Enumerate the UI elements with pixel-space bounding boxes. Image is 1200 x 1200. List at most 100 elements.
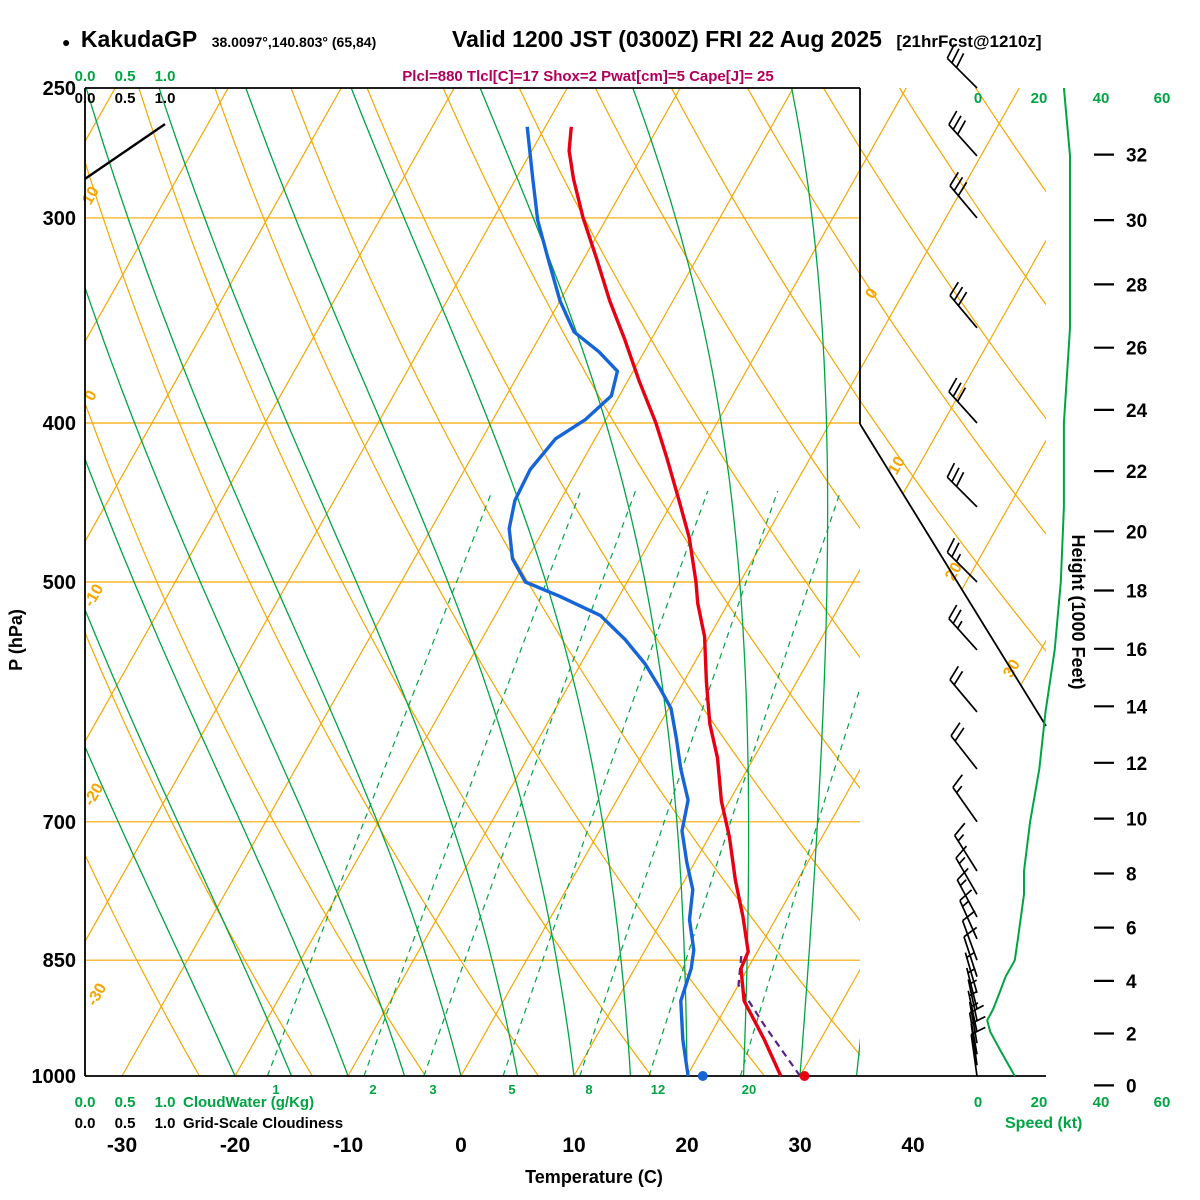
mixing-ratio-label: 2	[369, 1082, 376, 1097]
temperature-curve	[567, 126, 783, 1077]
wind-barb	[959, 889, 978, 940]
height-tick-label: 18	[1126, 582, 1147, 603]
height-tick-label: 28	[1126, 275, 1147, 296]
mixing-ratio-line	[363, 490, 582, 1076]
station-bullet-icon: ●	[62, 34, 70, 50]
temperature-tick-label: 20	[675, 1134, 698, 1157]
mixing-ratio-line	[423, 490, 637, 1076]
dry-adiabat-line	[670, 88, 1046, 1076]
moist-adiabat-line	[350, 88, 632, 1076]
pressure-tick-label: 400	[43, 413, 76, 435]
station-name: KakudaGP	[81, 26, 197, 52]
height-tick-label: 4	[1126, 972, 1137, 993]
wind-barb	[948, 110, 978, 157]
pressure-tick-label: 300	[43, 208, 76, 230]
parcel-path-line	[737, 955, 801, 1077]
surface-temp-dot	[799, 1071, 810, 1081]
height-tick-label: 14	[1126, 697, 1148, 718]
height-tick-label: 2	[1126, 1025, 1137, 1046]
mixing-ratio-label: 3	[429, 1082, 436, 1097]
mixing-ratio-line	[502, 490, 709, 1076]
temperature-tick-label: 0	[455, 1134, 467, 1157]
height-tick-label: 22	[1126, 462, 1147, 483]
moist-adiabat-line	[855, 1037, 860, 1076]
speed-scale-bottom: 40	[1093, 1094, 1110, 1111]
wind-barb	[946, 43, 978, 89]
speed-scale-bottom: 0	[974, 1094, 982, 1111]
pressure-tick-label: 250	[43, 78, 76, 100]
cloudiness-scale-bottom: 1.0	[155, 1115, 176, 1132]
height-tick-label: 26	[1126, 339, 1147, 360]
forecast-ref-text: [21hrFcst@1210z]	[896, 32, 1041, 51]
height-tick-label: 24	[1126, 401, 1148, 422]
cloudwater-scale-top: 0.0	[75, 68, 96, 85]
height-tick-label: 10	[1126, 810, 1147, 831]
cloudiness-scale-top: 0.0	[75, 90, 96, 107]
dry-adiabat-line	[85, 88, 200, 1076]
cloudwater-axis-label: CloudWater (g/Kg)	[183, 1094, 314, 1111]
temperature-tick-label: 10	[562, 1134, 585, 1157]
mixing-ratio-label: 12	[651, 1082, 665, 1097]
wind-barb	[946, 462, 978, 508]
cloudiness-scale-top: 1.0	[155, 90, 176, 107]
pressure-tick-label: 700	[43, 812, 76, 834]
pressure-tick-label: 850	[43, 950, 76, 972]
cloudiness-profile-line	[84, 123, 166, 180]
params-line: Plcl=880 Tlcl[C]=17 Shox=2 Pwat[cm]=5 Ca…	[402, 68, 773, 85]
wind-speed-curve	[986, 87, 1071, 1077]
height-axis-label: Height (1000 Feet)	[1068, 534, 1088, 689]
mixing-ratio-label: 1	[272, 1082, 279, 1097]
height-tick-label: 30	[1126, 211, 1147, 232]
temperature-tick-label: -20	[220, 1134, 250, 1157]
wind-barb	[946, 537, 978, 583]
mixing-ratio-line	[648, 490, 842, 1076]
station-coords: 38.0097°,140.803° (65,84)	[212, 34, 377, 50]
lattice-main	[85, 88, 1041, 1076]
cloudiness-axis-label: Grid-Scale Cloudiness	[183, 1115, 343, 1132]
wind-barb	[950, 722, 978, 770]
speed-scale-top: 60	[1154, 90, 1171, 107]
speed-scale-top: 40	[1093, 90, 1110, 107]
dry-adiabat-line	[898, 88, 1046, 1076]
isotherm-label-right: 10	[885, 454, 909, 478]
wind-barb	[949, 281, 978, 329]
moist-adiabat-line	[85, 608, 293, 1076]
speed-scale-bottom: 20	[1031, 1094, 1048, 1111]
cloudwater-scale-bottom: 1.0	[155, 1094, 176, 1111]
temperature-tick-label: -10	[333, 1134, 363, 1157]
valid-title: Valid 1200 JST (0300Z) FRI 22 Aug 2025 […	[452, 26, 1042, 52]
height-tick-label: 16	[1126, 640, 1147, 661]
speed-axis-label: Speed (kt)	[1005, 1115, 1082, 1132]
wind-barb	[953, 822, 978, 872]
dry-adiabat-line	[746, 88, 1046, 1076]
isotherm-line	[686, 88, 1046, 1076]
height-tick-label: 8	[1126, 865, 1137, 886]
moist-adiabat-line	[85, 88, 462, 1076]
mixing-ratio-line	[579, 490, 779, 1076]
height-tick-label: 0	[1126, 1076, 1137, 1097]
moist-adiabat-line	[790, 88, 829, 1076]
speed-scale-top: 0	[974, 90, 982, 107]
surface-dewpoint-dot	[697, 1071, 708, 1081]
wind-barb	[948, 604, 978, 651]
mixing-ratio-line	[739, 686, 860, 1076]
dry-adiabat-line	[85, 88, 313, 1076]
wind-barb	[948, 377, 978, 424]
moist-adiabat-line	[85, 457, 349, 1076]
cloudwater-scale-bottom: 0.5	[115, 1094, 136, 1111]
wind-barb	[963, 926, 978, 977]
moist-adiabat-line	[913, 88, 1041, 1076]
cloudiness-scale-bottom: 0.5	[115, 1115, 136, 1132]
height-tick-label: 32	[1126, 146, 1147, 167]
pressure-tick-label: 500	[43, 572, 76, 594]
speed-scale-top: 20	[1031, 90, 1048, 107]
chart-foreground: 1 2 3 5 8 12 200102030100-10-20-30024681012141…	[32, 43, 1171, 1157]
temperature-tick-label: 30	[788, 1134, 811, 1157]
wind-barb	[956, 867, 978, 918]
cloudwater-scale-top: 0.5	[115, 68, 136, 85]
height-tick-label: 20	[1126, 522, 1147, 543]
cloudiness-scale-bottom: 0.0	[75, 1115, 96, 1132]
height-tick-label: 12	[1126, 754, 1147, 775]
